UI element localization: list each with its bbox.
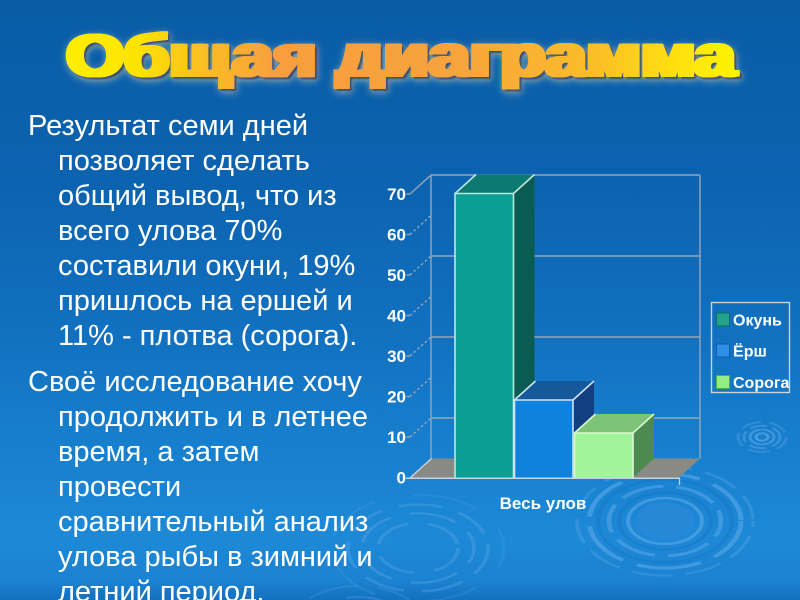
svg-text:70: 70	[387, 185, 406, 204]
svg-text:Весь улов: Весь улов	[500, 494, 587, 513]
svg-text:Ёрш: Ёрш	[733, 343, 767, 361]
svg-text:50: 50	[387, 266, 406, 285]
svg-text:30: 30	[387, 347, 406, 366]
svg-text:10: 10	[387, 428, 406, 447]
svg-text:Общая диаграмма: Общая диаграмма	[69, 23, 739, 89]
svg-text:60: 60	[387, 226, 406, 245]
svg-text:20: 20	[387, 388, 406, 407]
svg-text:0: 0	[397, 469, 406, 488]
svg-text:Общая диаграмма: Общая диаграмма	[67, 23, 737, 89]
svg-text:Общая диаграмма: Общая диаграмма	[64, 23, 734, 89]
svg-text:Окунь: Окунь	[733, 313, 782, 330]
svg-text:40: 40	[387, 307, 406, 326]
svg-text:Сорога: Сорога	[733, 375, 790, 392]
